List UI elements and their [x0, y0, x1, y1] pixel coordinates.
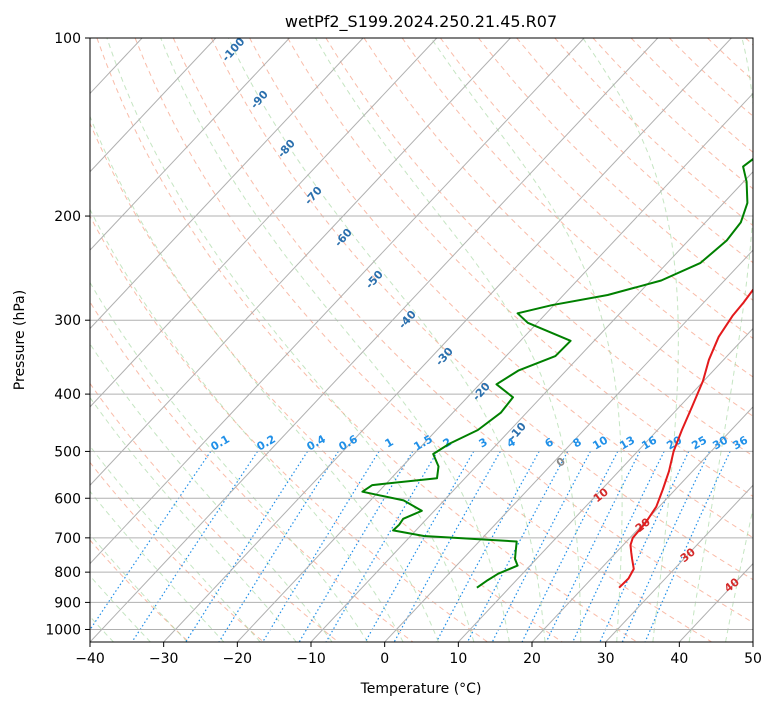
x-tick-label: −40	[75, 651, 105, 667]
moist-adiabat-line	[227, 38, 546, 642]
dewpoint-line	[361, 157, 753, 589]
mixing-ratio-line	[90, 451, 212, 631]
dry-adiabat-line	[172, 38, 753, 624]
y-tick-label: 800	[54, 565, 81, 581]
y-tick-label: 600	[54, 491, 81, 507]
y-tick-label: 700	[54, 531, 81, 547]
x-tick-label: −10	[296, 651, 326, 667]
y-tick-label: 200	[54, 209, 81, 225]
isotherm-line	[236, 92, 753, 642]
mixing-ratio-line	[521, 451, 619, 642]
moist-adiabat-line	[90, 281, 369, 642]
isotherm-line	[90, 38, 217, 173]
dry-adiabat-line	[287, 38, 753, 498]
mixing-ratio-line	[491, 451, 591, 642]
x-tick-label: 0	[380, 651, 389, 667]
mixing-ratio-line	[599, 451, 690, 642]
moist-adiabat-line	[90, 396, 297, 642]
moist-adiabat-line	[106, 38, 475, 642]
x-tick-label: −20	[223, 651, 253, 667]
plot-frame	[89, 37, 754, 643]
moist-adiabat-line	[90, 533, 188, 642]
isotherm-line	[384, 249, 753, 642]
mixing-ratio-line	[435, 451, 540, 642]
mixing-ratio-line	[393, 451, 501, 642]
x-tick-label: 20	[523, 651, 541, 667]
moist-adiabat-line	[90, 575, 151, 642]
mixing-ratio-line	[621, 451, 710, 642]
chart-title: wetPf2_S199.2024.250.21.45.R07	[285, 12, 557, 32]
isotherm-line	[90, 38, 438, 408]
y-tick-label: 900	[54, 595, 81, 611]
mixing-ratio-line	[466, 451, 569, 642]
mixing-ratio-line	[364, 451, 475, 642]
dry-adiabat-line	[401, 38, 753, 378]
isotherm-line	[90, 38, 364, 330]
mixing-ratio-line	[218, 451, 339, 642]
mixing-ratio-line	[572, 451, 665, 642]
dry-adiabat-line	[363, 38, 753, 417]
y-tick-label: 300	[54, 313, 81, 329]
reference-lines	[90, 38, 753, 642]
data-series	[361, 157, 753, 589]
x-tick-label: 30	[597, 651, 615, 667]
isotherm-line	[90, 38, 659, 642]
isotherm-line	[310, 171, 753, 642]
y-tick-label: 1000	[45, 622, 81, 638]
dry-adiabat-line	[90, 215, 488, 642]
y-tick-label: 100	[54, 31, 81, 47]
isotherm-line	[531, 406, 753, 642]
dry-adiabat-line	[96, 38, 638, 642]
dry-adiabat-line	[90, 122, 563, 642]
moist-adiabat-line	[90, 208, 404, 642]
dry-adiabat-line	[325, 38, 753, 457]
dry-adiabat-line	[134, 38, 712, 642]
isotherm-line	[605, 484, 753, 642]
x-tick-label: 40	[670, 651, 688, 667]
moist-adiabat-line	[90, 445, 261, 642]
axes: −40 −30 −20 −10 0 10 20 30 40 50 100 200 300 400 500 60…	[45, 31, 762, 667]
y-tick-label: 500	[54, 444, 81, 460]
x-tick-label: 10	[449, 651, 467, 667]
moist-adiabat-line	[582, 38, 679, 642]
y-tick-label: 400	[54, 387, 81, 403]
dry-adiabat-line	[90, 539, 190, 642]
isotherm-line	[90, 38, 290, 251]
y-axis-label: Pressure (hPa)	[12, 290, 28, 390]
isotherm-line	[90, 38, 511, 486]
isotherm-line	[457, 327, 753, 642]
moist-adiabat-line	[160, 38, 510, 642]
mixing-ratio-line	[131, 451, 258, 642]
mixing-ratio-line	[262, 451, 380, 642]
isotherm-line	[90, 38, 585, 565]
isotherm-line	[163, 38, 732, 642]
x-tick-label: 50	[744, 651, 762, 667]
grid-lines	[90, 38, 753, 642]
moist-adiabat-line	[90, 115, 439, 642]
dry-adiabat-line	[249, 38, 753, 539]
x-axis-label: Temperature (°C)	[360, 681, 482, 697]
mixing-ratio-line	[545, 451, 641, 642]
moist-adiabat-line	[688, 38, 753, 642]
x-tick-label: −30	[149, 651, 179, 667]
moist-adiabat-line	[90, 490, 225, 642]
temperature-line	[618, 288, 753, 589]
